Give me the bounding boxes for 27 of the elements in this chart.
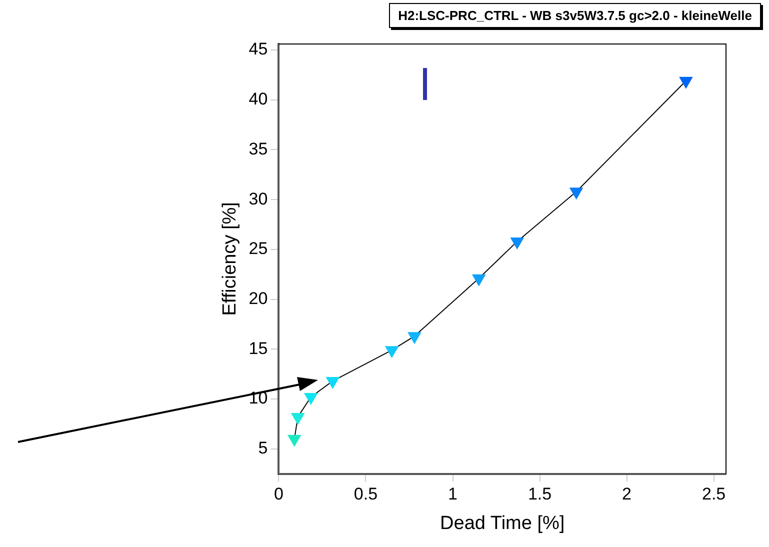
x-tick-label: 1: [448, 484, 458, 504]
y-tick-label: 30: [248, 189, 268, 208]
x-tick-label: 2: [622, 484, 632, 504]
y-tick-label: 40: [248, 90, 268, 109]
point: [326, 377, 340, 389]
x-tick-label: 2.5: [702, 484, 726, 504]
x-tick-label: 1.5: [528, 484, 552, 504]
y-tick-label: 20: [248, 288, 268, 308]
y-tick-label: 45: [248, 40, 268, 59]
x-tick-label: 0.5: [354, 484, 378, 504]
point: [570, 188, 583, 200]
point: [510, 237, 524, 249]
point: [304, 393, 318, 405]
y-tick-label: 5: [258, 438, 268, 458]
x-axis-title: Dead Time [%]: [440, 512, 565, 534]
x-tick-label: 0: [274, 484, 284, 504]
point: [291, 412, 304, 424]
point: [385, 346, 398, 358]
y-axis-title: Efficiency [%]: [220, 202, 241, 316]
chart-title: H2:LSC-PRC_CTRL - WB s3v5W3.7.5 gc>2.0 - kleineWelle: [389, 3, 761, 28]
point: [679, 76, 693, 88]
point: [472, 274, 486, 286]
y-tick-label: 35: [248, 139, 268, 158]
point: [408, 332, 422, 344]
y-tick-label: 25: [248, 239, 268, 258]
y-tick-label: 15: [248, 338, 268, 358]
point: [288, 434, 301, 446]
